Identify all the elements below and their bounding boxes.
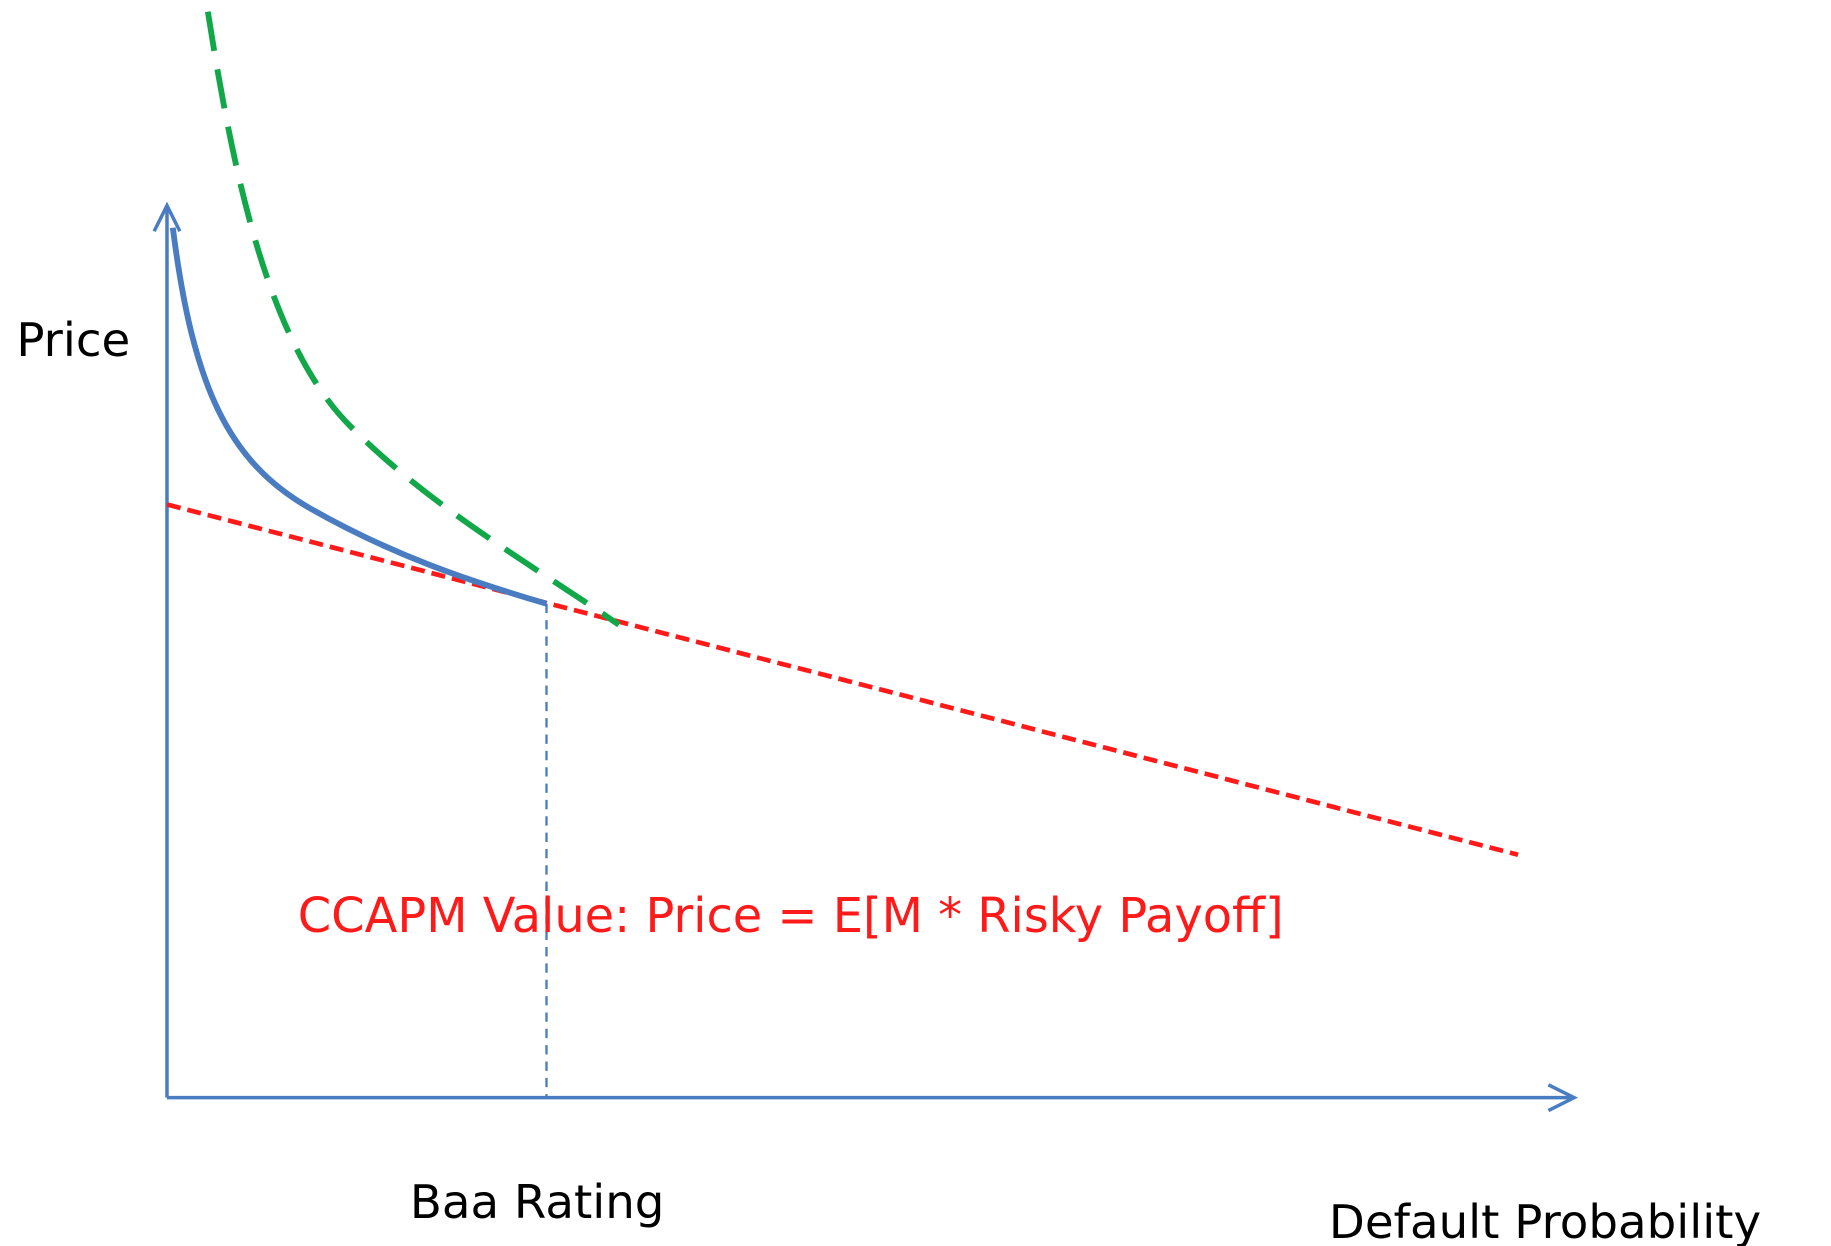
ccapm-line: [166, 502, 1519, 858]
upper-curve: [204, 11, 621, 628]
x-marker-label: Baa Rating: [410, 1176, 665, 1230]
y-axis-arrow: [152, 201, 182, 233]
x-axis-arrow: [1547, 1083, 1579, 1113]
price-curve: [169, 227, 548, 607]
x-axis-label: Default Probability: [1329, 1196, 1761, 1246]
y-axis-label: Price: [16, 314, 130, 368]
annotation: CCAPM Value: Price = E[M * Risky Payoff]: [298, 889, 1284, 944]
